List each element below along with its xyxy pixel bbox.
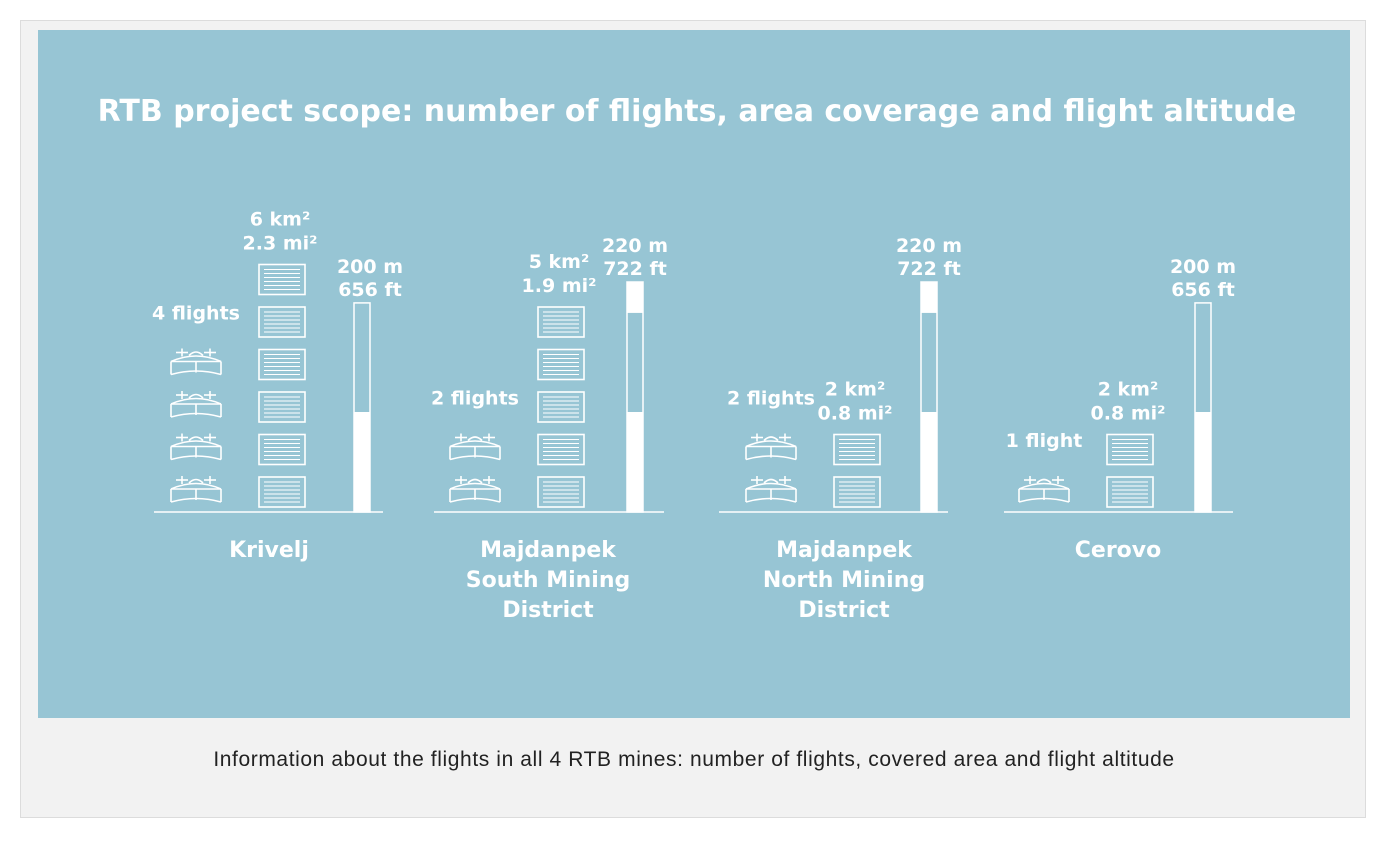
area-grid-icon [258,391,306,423]
area-grid-icon [258,263,306,296]
altitude-bar-fill [921,412,937,512]
area-label-mi: 1.9 mi² [522,275,597,297]
area-label-km: 5 km² [529,251,590,273]
chart-title: RTB project scope: number of flights, ar… [98,94,1297,129]
mine-name: Majdanpek [480,538,617,563]
area-grid-icon [258,433,306,466]
altitude-label-m: 220 m [896,235,962,257]
altitude-label-m: 200 m [337,256,403,278]
mine-name: South Mining [466,568,631,593]
area-grid-icon [537,348,585,381]
area-grid-icon [833,433,881,466]
area-label-km: 2 km² [825,379,886,401]
flights-label: 1 flight [1006,430,1083,452]
area-label-mi: 2.3 mi² [243,233,318,255]
altitude-label-ft: 656 ft [1171,279,1235,301]
flights-label: 4 flights [152,303,240,325]
mine-name: Majdanpek [776,538,913,563]
mine-name: North Mining [763,568,925,593]
altitude-label-ft: 722 ft [897,258,961,280]
drone-icon [745,476,797,503]
drone-icon [170,433,222,461]
area-grid-icon [1106,476,1154,508]
altitude-label-m: 200 m [1170,256,1236,278]
altitude-bar-cap [921,282,937,313]
altitude-label-ft: 722 ft [603,258,667,280]
altitude-label-ft: 656 ft [338,279,402,301]
drone-icon [449,433,501,461]
altitude-bar-fill [627,412,643,512]
area-grid-icon [833,476,881,508]
chart-panel [38,30,1350,718]
drone-icon [745,433,797,461]
drone-icon [170,348,222,376]
area-grid-icon [537,433,585,466]
area-grid-icon [537,391,585,423]
area-label-mi: 0.8 mi² [818,403,893,425]
mine-name: District [798,598,890,623]
area-grid-icon [537,306,585,338]
flights-label: 2 flights [727,388,815,410]
mine-name: Krivelj [229,538,309,563]
area-label-km: 6 km² [250,209,311,231]
figure-caption: Information about the flights in all 4 R… [213,748,1175,771]
altitude-bar-cap [627,282,643,313]
flights-label: 2 flights [431,388,519,410]
drone-icon [170,391,222,418]
drone-icon [449,476,501,503]
area-label-km: 2 km² [1098,379,1159,401]
altitude-bar-fill [354,412,370,512]
mine-name: Cerovo [1075,538,1162,563]
drone-icon [1018,476,1070,503]
area-grid-icon [258,348,306,381]
area-grid-icon [1106,433,1154,466]
area-grid-icon [537,476,585,508]
area-grid-icon [258,476,306,508]
altitude-bar-fill [1195,412,1211,512]
mine-name: District [502,598,594,623]
altitude-label-m: 220 m [602,235,668,257]
area-grid-icon [258,306,306,338]
drone-icon [170,476,222,503]
area-label-mi: 0.8 mi² [1091,403,1166,425]
